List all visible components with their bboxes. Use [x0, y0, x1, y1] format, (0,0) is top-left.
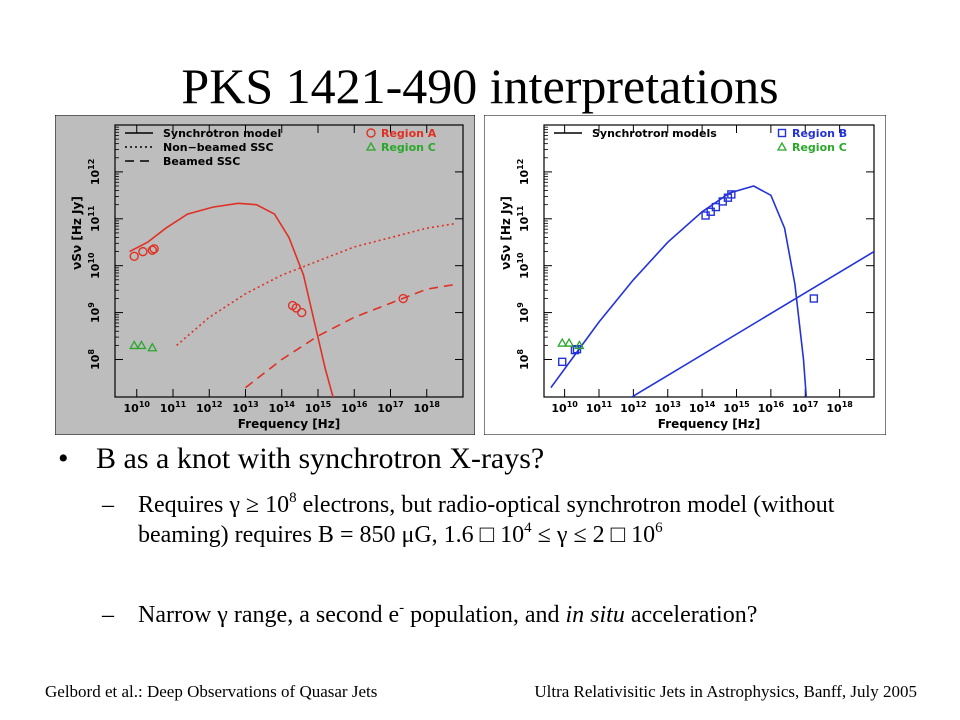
plot-background [484, 115, 886, 435]
plot-region-b-c: 1010 1011 1012 1013 1014 1015 1016 1017 1018 108 1… [484, 115, 886, 435]
sub-bullet-dash: – [102, 602, 114, 628]
x-tick-label: 1013 [655, 400, 681, 415]
y-tick-label: 109 [87, 302, 102, 323]
superscript: - [399, 600, 405, 616]
footer-left: Gelbord et al.: Deep Observations of Qua… [45, 682, 378, 701]
y-tick-label: 108 [87, 349, 102, 370]
text-run: ≤ γ ≤ 2 □ 10 [531, 522, 656, 548]
text-run: Narrow γ range, a second e [138, 602, 400, 628]
legend-marker [365, 141, 377, 151]
sub-bullet-text: Narrow γ range, a second e- population, … [138, 600, 898, 630]
x-tick-label: 1018 [826, 400, 853, 415]
x-tick-label: 1018 [414, 400, 441, 415]
data-point [136, 340, 147, 350]
data-point [138, 246, 148, 257]
data-point [558, 357, 567, 367]
data-point [291, 303, 301, 313]
data-point [129, 251, 139, 262]
series-line [630, 250, 874, 397]
legend-label: Region C [381, 141, 436, 154]
plot-frame [114, 124, 464, 398]
x-tick-label: 1014 [269, 400, 296, 415]
series-line [176, 222, 456, 347]
superscript: 6 [655, 520, 663, 536]
data-point [711, 202, 721, 212]
data-point [574, 340, 585, 350]
x-axis-label: Frequency [Hz] [658, 417, 760, 431]
series-line [245, 283, 456, 389]
data-point [727, 190, 736, 199]
series-line [129, 202, 334, 397]
text-run: acceleration? [624, 602, 758, 628]
y-tick-label: 1012 [87, 159, 102, 185]
text-run: electrons, but radio-optical synchrotron… [138, 492, 835, 548]
legend-label: Synchrotron model [163, 127, 281, 140]
data-point [557, 337, 568, 347]
y-tick-label: 1010 [516, 252, 531, 279]
legend-label: Region A [381, 127, 437, 140]
text-run: population, and [404, 602, 566, 628]
legend-marker [366, 128, 376, 138]
y-tick-label: 109 [516, 302, 531, 323]
x-tick-label: 1012 [196, 400, 222, 415]
y-tick-label: 108 [516, 349, 531, 370]
y-axis-label: νSν [Hz Jy] [70, 196, 84, 270]
data-point [149, 244, 159, 254]
data-point [147, 245, 158, 255]
series-line [550, 185, 808, 397]
data-point [570, 345, 580, 355]
bullet-text: B as a knot with synchrotron X-rays? [96, 442, 545, 475]
bullet-dot: • [58, 442, 69, 475]
sub-bullet-text: Requires γ ≥ 108 electrons, but radio-op… [138, 490, 898, 550]
text-run: in situ [565, 602, 625, 628]
legend-marker [777, 128, 787, 138]
slide-title: PKS 1421-490 interpretations [181, 58, 779, 114]
x-tick-label: 1010 [551, 400, 578, 415]
legend-marker [776, 141, 788, 151]
legend-label: Beamed SSC [163, 155, 240, 168]
plot-background [55, 115, 475, 435]
x-tick-label: 1016 [341, 400, 368, 415]
data-point [563, 337, 575, 347]
y-tick-label: 1012 [516, 159, 531, 185]
data-point [706, 207, 715, 216]
plot-area [129, 202, 456, 397]
x-tick-label: 1012 [620, 400, 646, 415]
chart-svg-left: 1010 1011 1012 1013 1014 1015 1016 1017 1018 108 1… [55, 115, 475, 435]
data-point [809, 294, 819, 303]
x-tick-label: 1014 [689, 400, 716, 415]
data-point [129, 340, 140, 350]
text-run: Requires γ ≥ 10 [138, 492, 290, 518]
x-tick-label: 1010 [124, 400, 151, 415]
x-tick-label: 1017 [377, 400, 403, 415]
x-tick-label: 1011 [160, 400, 187, 415]
superscript: 4 [524, 520, 532, 536]
x-tick-label: 1013 [232, 400, 258, 415]
chart-svg-right: 1010 1011 1012 1013 1014 1015 1016 1017 1018 108 1… [484, 115, 886, 435]
x-tick-label: 1015 [723, 400, 750, 415]
y-tick-label: 1011 [516, 205, 531, 232]
y-tick-label: 1010 [87, 252, 102, 279]
superscript: 8 [289, 490, 297, 506]
sub-bullet-dash: – [102, 492, 114, 518]
footer-right: Ultra Relativisitic Jets in Astrophysics… [534, 682, 917, 701]
legend-label: Region B [792, 127, 847, 140]
plot-frame [543, 124, 875, 398]
plot-area [550, 185, 874, 397]
data-point [147, 342, 158, 352]
data-point [398, 293, 408, 304]
legend-label: Region C [792, 141, 847, 154]
x-tick-label: 1016 [758, 400, 785, 415]
legend-label: Non−beamed SSC [163, 141, 274, 154]
x-axis-label: Frequency [Hz] [238, 417, 340, 431]
legend-label: Synchrotron models [592, 127, 717, 140]
plot-region-a-c: 1010 1011 1012 1013 1014 1015 1016 1017 1018 108 1… [55, 115, 475, 435]
x-tick-label: 1017 [792, 400, 818, 415]
data-point [296, 307, 307, 318]
y-tick-label: 1011 [87, 205, 102, 232]
x-tick-label: 1011 [586, 400, 613, 415]
y-axis-label: νSν [Hz Jy] [499, 196, 513, 270]
x-tick-label: 1015 [305, 400, 332, 415]
